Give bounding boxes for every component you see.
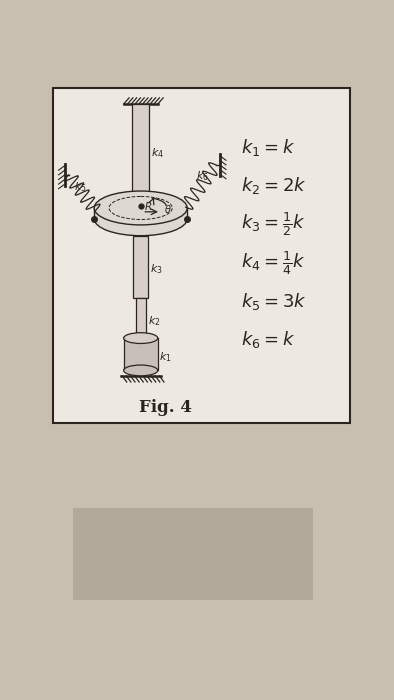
- Text: $k_2$: $k_2$: [148, 314, 160, 328]
- Text: $k_6$: $k_6$: [197, 169, 209, 183]
- Ellipse shape: [124, 332, 158, 344]
- Bar: [72, 508, 313, 600]
- Text: $R$: $R$: [144, 199, 152, 211]
- Text: $k_5 = 3k$: $k_5 = 3k$: [242, 290, 307, 312]
- Text: $k_4 = \frac{1}{4}k$: $k_4 = \frac{1}{4}k$: [242, 248, 306, 276]
- Text: $k_4$: $k_4$: [151, 146, 164, 160]
- Text: $k_5$: $k_5$: [74, 181, 87, 194]
- Text: $k_3 = \frac{1}{2}k$: $k_3 = \frac{1}{2}k$: [242, 210, 306, 238]
- Bar: [136, 298, 146, 338]
- Text: $\theta$: $\theta$: [164, 204, 172, 216]
- Text: $k_6 = k$: $k_6 = k$: [242, 329, 296, 350]
- Bar: [94, 208, 187, 218]
- Text: $k_3$: $k_3$: [150, 262, 163, 276]
- Text: $k_1 = k$: $k_1 = k$: [242, 136, 296, 158]
- Ellipse shape: [94, 202, 187, 236]
- Bar: [53, 88, 350, 423]
- Bar: [124, 338, 158, 370]
- Ellipse shape: [124, 365, 158, 376]
- Ellipse shape: [94, 191, 187, 225]
- Text: $k_1$: $k_1$: [159, 351, 172, 364]
- Text: Fig. 4: Fig. 4: [139, 399, 192, 416]
- Bar: [133, 236, 149, 298]
- Bar: [132, 104, 149, 198]
- Text: $k_2 = 2k$: $k_2 = 2k$: [242, 175, 307, 196]
